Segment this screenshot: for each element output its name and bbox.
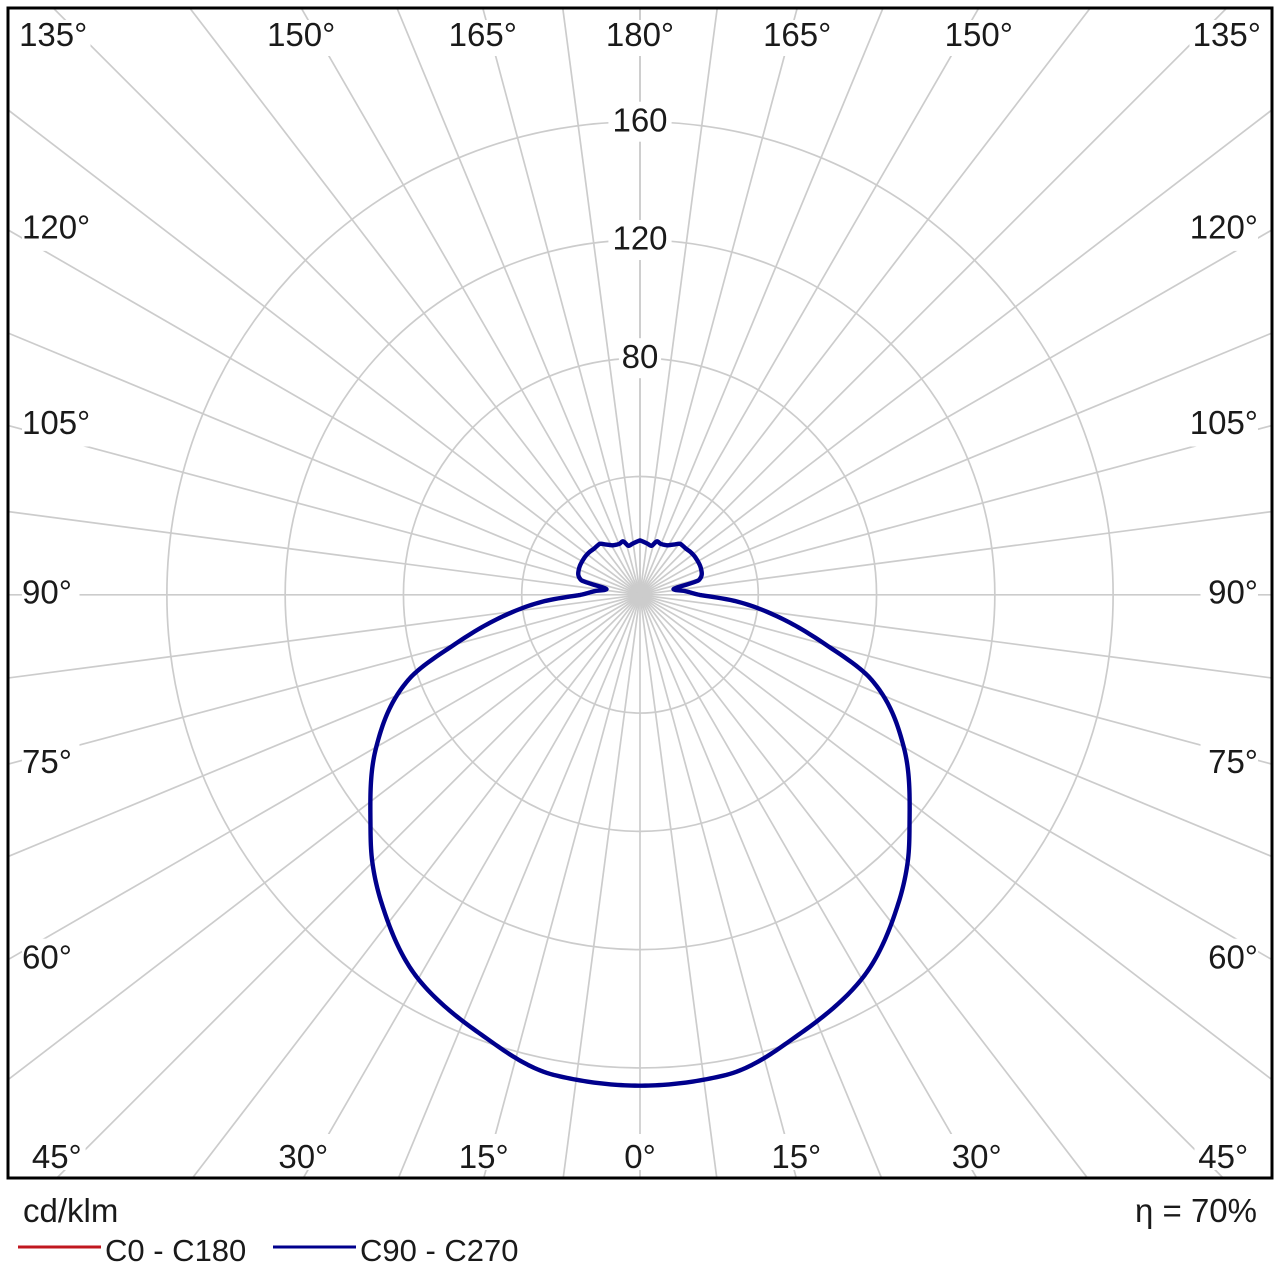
svg-text:135°: 135° xyxy=(19,16,87,53)
svg-text:150°: 150° xyxy=(945,16,1013,53)
svg-text:90°: 90° xyxy=(22,574,72,611)
svg-text:15°: 15° xyxy=(771,1138,821,1175)
svg-text:75°: 75° xyxy=(1208,743,1258,780)
svg-text:45°: 45° xyxy=(1198,1138,1248,1175)
svg-text:45°: 45° xyxy=(32,1138,82,1175)
svg-text:120°: 120° xyxy=(1190,209,1258,246)
svg-text:180°: 180° xyxy=(606,16,674,53)
svg-text:30°: 30° xyxy=(952,1138,1002,1175)
svg-text:75°: 75° xyxy=(22,743,72,780)
svg-text:0°: 0° xyxy=(624,1138,656,1175)
svg-text:15°: 15° xyxy=(459,1138,509,1175)
svg-text:C0 - C180: C0 - C180 xyxy=(105,1233,246,1268)
svg-text:120°: 120° xyxy=(22,209,90,246)
svg-text:C90 - C270: C90 - C270 xyxy=(360,1233,519,1268)
svg-text:160: 160 xyxy=(612,101,667,138)
svg-text:80: 80 xyxy=(622,338,659,375)
svg-text:105°: 105° xyxy=(1190,404,1258,441)
svg-text:165°: 165° xyxy=(449,16,517,53)
svg-text:150°: 150° xyxy=(267,16,335,53)
svg-text:η = 70%: η = 70% xyxy=(1135,1192,1257,1229)
svg-text:cd/klm: cd/klm xyxy=(23,1192,118,1229)
svg-text:105°: 105° xyxy=(22,404,90,441)
svg-text:165°: 165° xyxy=(763,16,831,53)
svg-text:120: 120 xyxy=(612,220,667,257)
svg-text:90°: 90° xyxy=(1208,574,1258,611)
svg-text:30°: 30° xyxy=(278,1138,328,1175)
svg-text:135°: 135° xyxy=(1193,16,1261,53)
svg-text:60°: 60° xyxy=(1208,938,1258,975)
svg-text:60°: 60° xyxy=(22,938,72,975)
